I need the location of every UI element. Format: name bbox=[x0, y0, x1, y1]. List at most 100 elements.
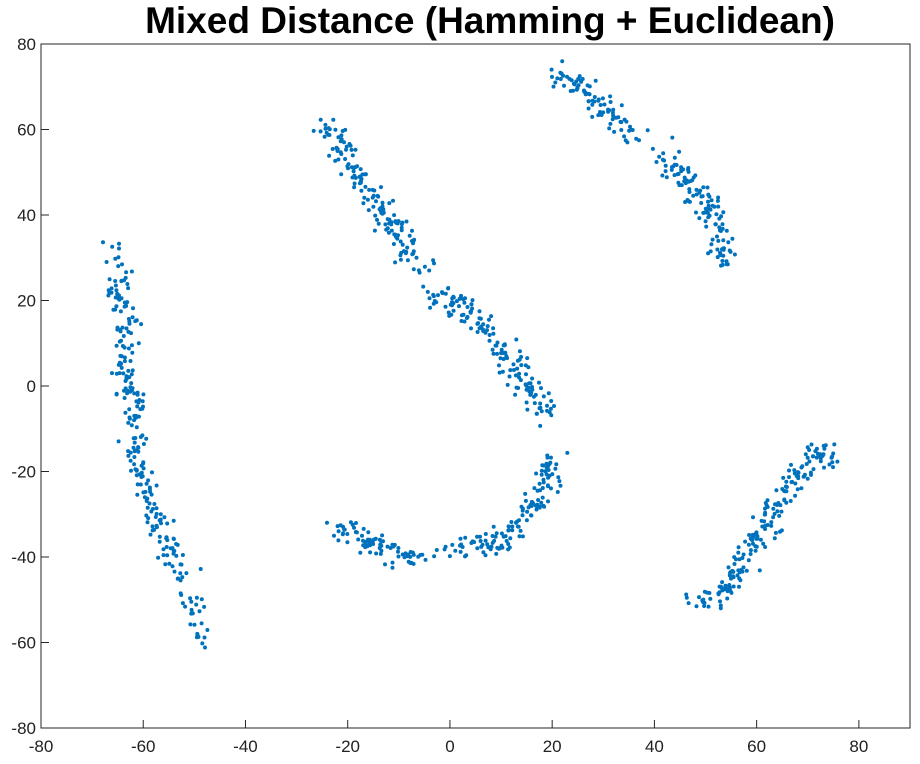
data-point bbox=[127, 375, 132, 380]
data-point bbox=[784, 479, 789, 484]
data-point bbox=[495, 351, 499, 356]
data-point bbox=[706, 251, 711, 256]
data-point bbox=[772, 511, 777, 516]
data-point bbox=[327, 153, 332, 158]
data-point bbox=[404, 219, 409, 224]
data-point bbox=[490, 534, 495, 538]
data-point bbox=[795, 487, 800, 492]
data-point bbox=[375, 217, 379, 222]
data-point bbox=[545, 408, 549, 413]
data-point bbox=[416, 554, 421, 559]
data-point bbox=[431, 258, 436, 263]
data-point bbox=[732, 252, 737, 257]
data-point bbox=[344, 144, 349, 149]
data-point bbox=[809, 442, 814, 447]
data-point bbox=[183, 604, 188, 609]
data-point bbox=[611, 113, 616, 118]
data-point bbox=[346, 166, 350, 171]
data-point bbox=[396, 554, 401, 559]
data-point bbox=[154, 506, 159, 511]
data-point bbox=[425, 289, 430, 294]
data-point bbox=[462, 300, 467, 305]
data-point bbox=[694, 192, 699, 197]
data-point bbox=[725, 596, 730, 601]
data-point bbox=[769, 520, 774, 525]
y-tick-label: 40 bbox=[17, 206, 36, 225]
data-point bbox=[753, 548, 758, 553]
data-point bbox=[582, 88, 586, 93]
data-point bbox=[491, 351, 496, 356]
data-point bbox=[549, 399, 554, 403]
data-point bbox=[722, 587, 727, 592]
data-point bbox=[707, 591, 712, 595]
data-point bbox=[178, 562, 183, 567]
data-point bbox=[130, 368, 135, 373]
data-point bbox=[366, 530, 371, 535]
data-point bbox=[116, 362, 121, 367]
data-point bbox=[497, 370, 502, 375]
data-point bbox=[697, 216, 702, 221]
data-point bbox=[127, 321, 132, 326]
data-point bbox=[203, 645, 207, 650]
x-tick-label: -60 bbox=[131, 737, 156, 756]
data-point bbox=[128, 359, 133, 363]
data-point bbox=[341, 524, 345, 529]
data-point bbox=[411, 267, 416, 272]
data-point bbox=[527, 381, 532, 386]
data-point bbox=[464, 553, 469, 558]
data-point bbox=[353, 147, 358, 152]
data-point bbox=[830, 460, 835, 465]
data-point bbox=[139, 475, 144, 479]
data-point bbox=[510, 528, 515, 533]
data-point bbox=[759, 518, 764, 523]
data-point bbox=[385, 226, 390, 231]
data-point bbox=[517, 375, 522, 380]
data-point bbox=[551, 84, 556, 89]
data-point bbox=[361, 201, 366, 206]
data-point bbox=[721, 246, 726, 251]
data-point bbox=[340, 129, 345, 133]
data-point bbox=[508, 368, 513, 373]
y-tick-label: -40 bbox=[11, 548, 36, 567]
data-point bbox=[178, 578, 183, 583]
data-point bbox=[371, 193, 376, 198]
data-point bbox=[534, 411, 539, 416]
data-point bbox=[514, 337, 519, 342]
data-point bbox=[703, 219, 708, 224]
data-point bbox=[107, 277, 112, 282]
data-point bbox=[132, 440, 137, 445]
data-point bbox=[136, 445, 141, 450]
data-point bbox=[121, 334, 126, 338]
data-point bbox=[683, 200, 688, 204]
data-point bbox=[542, 504, 547, 509]
data-point bbox=[545, 455, 550, 460]
data-point bbox=[520, 534, 525, 539]
data-point bbox=[431, 301, 436, 306]
data-point bbox=[140, 399, 145, 404]
data-point bbox=[686, 199, 691, 204]
data-point bbox=[171, 518, 176, 523]
data-point bbox=[387, 201, 392, 206]
data-point bbox=[130, 350, 135, 355]
data-point bbox=[730, 236, 735, 241]
data-point bbox=[135, 492, 140, 497]
data-point bbox=[534, 507, 539, 512]
data-point bbox=[505, 382, 510, 387]
data-point bbox=[144, 481, 149, 486]
data-point bbox=[379, 185, 383, 190]
data-point bbox=[133, 414, 138, 419]
data-point bbox=[352, 525, 356, 530]
data-point bbox=[349, 165, 354, 170]
data-point bbox=[701, 185, 706, 190]
data-point bbox=[774, 488, 779, 493]
data-point bbox=[553, 80, 558, 85]
data-point bbox=[352, 181, 357, 186]
data-point bbox=[500, 545, 505, 550]
data-point bbox=[530, 376, 535, 381]
axes-box bbox=[40, 43, 911, 729]
data-point bbox=[555, 76, 560, 81]
data-point bbox=[775, 509, 780, 514]
data-point bbox=[196, 634, 201, 639]
data-point bbox=[586, 106, 591, 111]
